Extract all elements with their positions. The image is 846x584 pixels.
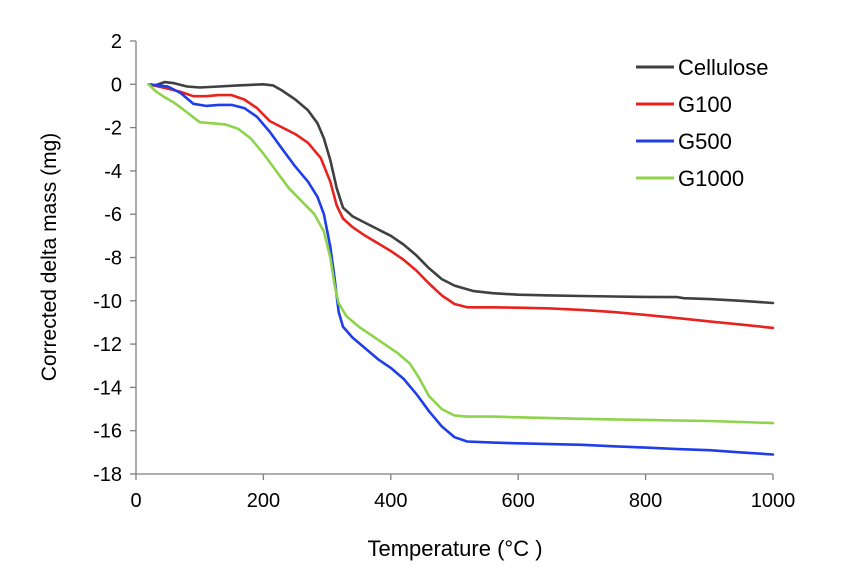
series-line-g100 xyxy=(147,83,775,330)
y-tick-label: 2 xyxy=(111,31,122,53)
y-tick-label: -6 xyxy=(104,204,122,226)
legend-label-g500: G500 xyxy=(678,129,732,154)
series-line-g1000 xyxy=(147,83,775,425)
x-tick-label: 800 xyxy=(629,490,662,512)
x-tick-label: 0 xyxy=(130,490,141,512)
y-tick-label: -16 xyxy=(93,421,122,443)
series-layer xyxy=(147,80,775,456)
y-tick-label: -18 xyxy=(93,464,122,486)
series-line-g500 xyxy=(147,83,775,456)
series-line-cellulose xyxy=(147,80,775,305)
legend-label-g1000: G1000 xyxy=(678,166,744,191)
x-tick-label: 400 xyxy=(374,490,407,512)
y-tick-label: -4 xyxy=(104,161,122,183)
legend-label-g100: G100 xyxy=(678,92,732,117)
x-tick-label: 1000 xyxy=(751,490,796,512)
axes-layer: 2 0 -2 -4 -6 -8 -10 -12 -14 -16 -18 0 200 400 600 800 10… xyxy=(93,31,795,512)
y-tick-label: -8 xyxy=(104,248,122,270)
legend-label-cellulose: Cellulose xyxy=(678,55,769,80)
x-tick-label: 200 xyxy=(247,490,280,512)
legend: Cellulose G100 G500 G1000 xyxy=(636,55,769,191)
y-tick-label: -14 xyxy=(93,377,122,399)
y-tick-label: -10 xyxy=(93,291,122,313)
x-tick-label: 600 xyxy=(502,490,535,512)
y-tick-label: -12 xyxy=(93,334,122,356)
y-axis-title: Corrected delta mass (mg) xyxy=(38,133,61,382)
y-tick-label: 0 xyxy=(111,74,122,96)
y-tick-label: -2 xyxy=(104,118,122,140)
x-axis-title: Temperature (°C ) xyxy=(367,536,542,561)
